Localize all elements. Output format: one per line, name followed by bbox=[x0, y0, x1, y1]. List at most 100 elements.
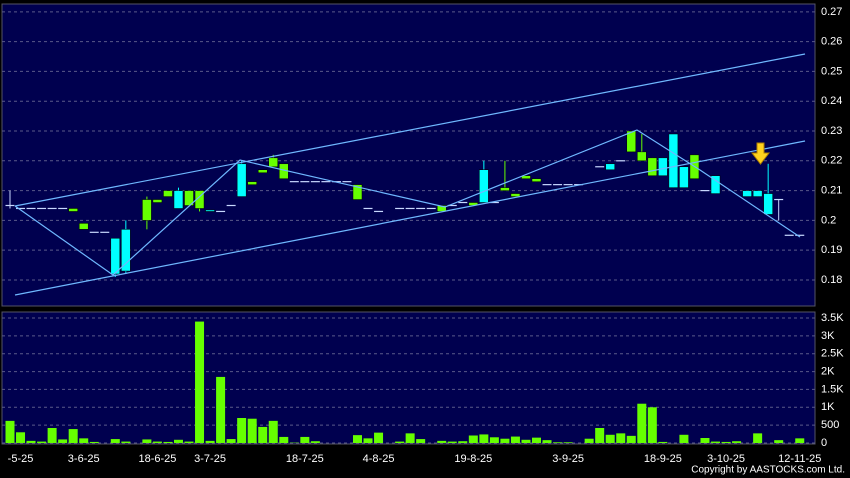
volume-bar bbox=[732, 441, 742, 443]
candle-body bbox=[605, 163, 615, 170]
volume-bar bbox=[47, 428, 57, 443]
volume-bar bbox=[521, 439, 531, 443]
x-tick-label: 18-9-25 bbox=[644, 453, 682, 465]
candle-body bbox=[668, 133, 679, 188]
y-tick-label: 0.23 bbox=[821, 125, 842, 137]
y-tick-label: 500 bbox=[821, 419, 839, 431]
volume-bar bbox=[795, 438, 805, 443]
volume-bar bbox=[300, 436, 310, 443]
y-tick-label: 0.19 bbox=[821, 244, 842, 256]
volume-bar bbox=[173, 439, 183, 443]
volume-bar bbox=[405, 433, 415, 443]
candle-body bbox=[205, 209, 215, 212]
volume-panel bbox=[1, 311, 816, 445]
volume-bar bbox=[553, 442, 563, 443]
volume-bar bbox=[237, 418, 247, 443]
volume-bar bbox=[142, 439, 152, 443]
channel-lower bbox=[14, 140, 806, 296]
candle-body bbox=[78, 223, 89, 230]
candle-body bbox=[173, 190, 184, 209]
volume-bar bbox=[626, 435, 636, 443]
volume-bar bbox=[310, 441, 320, 443]
y-tick-label: 0.25 bbox=[821, 65, 842, 77]
volume-bar bbox=[447, 441, 457, 443]
volume-bar bbox=[395, 441, 405, 443]
y-tick-label: 0.18 bbox=[821, 274, 842, 286]
volume-bar bbox=[68, 429, 78, 443]
volume-bar bbox=[110, 439, 120, 443]
y-tick-label: 1.5K bbox=[821, 383, 844, 395]
candle-body bbox=[500, 187, 510, 191]
volume-bar bbox=[774, 440, 784, 443]
volume-bar bbox=[479, 434, 489, 443]
y-tick-label: 0.27 bbox=[821, 6, 842, 18]
volume-bar bbox=[605, 434, 615, 443]
candle-body bbox=[710, 175, 721, 194]
candle-body bbox=[68, 208, 78, 212]
volume-bar bbox=[121, 441, 131, 443]
candle-body bbox=[121, 229, 131, 272]
x-tick-label: 3-9-25 bbox=[552, 453, 584, 465]
volume-bar bbox=[711, 441, 721, 443]
volume-bar bbox=[510, 436, 520, 443]
volume-bar bbox=[26, 440, 36, 443]
volume-bar bbox=[152, 441, 162, 443]
volume-bar bbox=[458, 441, 468, 443]
candle-body bbox=[152, 199, 163, 203]
zigzag bbox=[14, 129, 801, 276]
volume-bar bbox=[584, 438, 594, 443]
volume-bar bbox=[616, 433, 626, 443]
candle-body bbox=[247, 181, 257, 185]
y-tick-label: 0.24 bbox=[821, 95, 842, 107]
candle-body bbox=[352, 184, 363, 200]
volume-bar bbox=[5, 420, 15, 443]
candle-body bbox=[142, 199, 152, 221]
x-tick-label: 19-8-25 bbox=[454, 453, 492, 465]
volume-bar bbox=[416, 439, 426, 443]
candle-body bbox=[268, 157, 278, 168]
candle-body bbox=[110, 238, 121, 275]
volume-bar bbox=[542, 440, 552, 443]
volume-bar bbox=[658, 441, 668, 443]
volume-bar bbox=[279, 436, 289, 443]
volume-bar bbox=[679, 434, 689, 443]
x-tick-label: -5-25 bbox=[8, 453, 34, 465]
y-tick-label: 1K bbox=[821, 401, 835, 413]
volume-bar bbox=[352, 435, 362, 443]
candle-body bbox=[163, 190, 173, 197]
x-tick-label: 3-6-25 bbox=[68, 453, 100, 465]
candle-body bbox=[763, 193, 773, 215]
y-tick-label: 3K bbox=[821, 330, 835, 342]
volume-bar bbox=[16, 432, 26, 443]
volume-bar bbox=[79, 438, 89, 443]
volume-bar bbox=[247, 418, 257, 443]
x-tick-label: 12-11-25 bbox=[778, 453, 821, 465]
candle-body bbox=[637, 151, 647, 162]
volume-bar bbox=[637, 403, 647, 443]
trendlines bbox=[14, 53, 806, 296]
signal-arrow bbox=[750, 142, 771, 165]
candle-body bbox=[479, 169, 489, 203]
x-tick-label: 4-8-25 bbox=[363, 453, 395, 465]
candle-body bbox=[510, 193, 521, 197]
volume-bar bbox=[163, 441, 173, 443]
candle-body bbox=[679, 166, 689, 188]
volume-bar bbox=[205, 440, 215, 443]
y-tick-label: 0 bbox=[821, 437, 827, 449]
volume-bar bbox=[753, 433, 763, 443]
volume-bar bbox=[374, 432, 384, 443]
candle-body bbox=[626, 130, 637, 153]
channel-upper bbox=[14, 53, 806, 207]
candle-body bbox=[521, 175, 531, 179]
candle-body bbox=[742, 190, 752, 197]
y-tick-label: 2.5K bbox=[821, 348, 844, 360]
volume-bar bbox=[258, 426, 268, 443]
volume-bar bbox=[216, 376, 226, 443]
volume-bar bbox=[226, 439, 236, 443]
y-tick-label: 3.5K bbox=[821, 312, 844, 324]
volume-bar bbox=[489, 437, 499, 443]
volume-bar bbox=[500, 438, 510, 443]
volume-bar bbox=[595, 428, 605, 443]
volume-bar bbox=[468, 435, 478, 443]
candle-body bbox=[752, 190, 763, 197]
